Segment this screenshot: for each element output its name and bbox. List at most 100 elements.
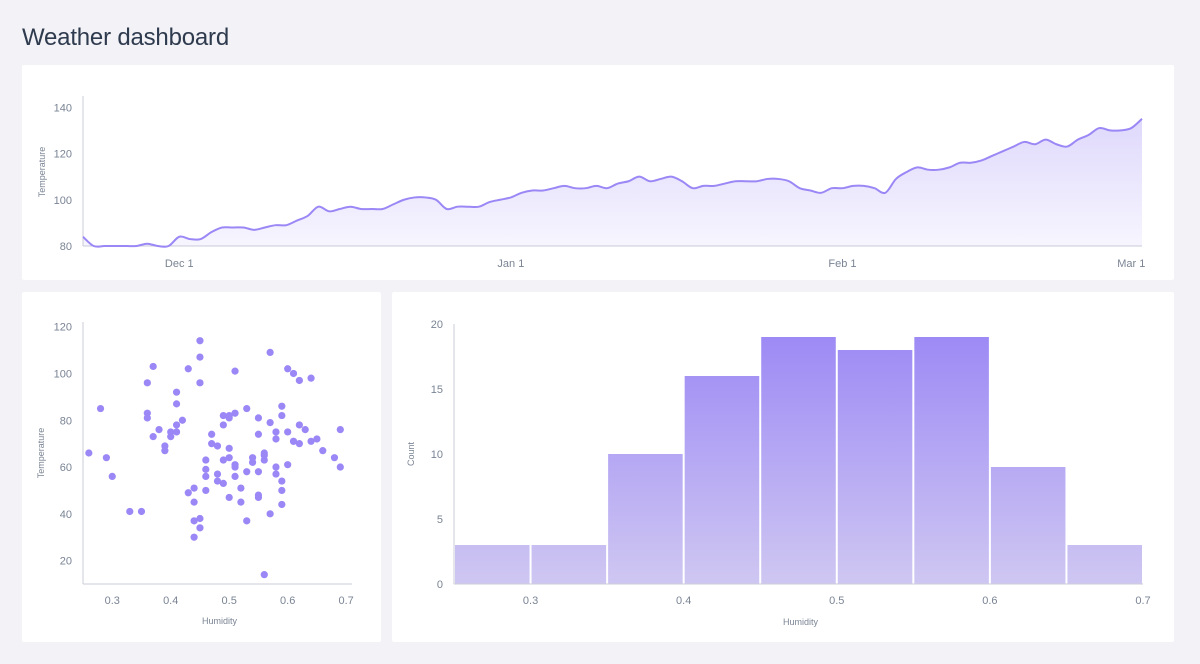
x-tick-label: Jan 1 [497, 258, 524, 270]
humidity-temperature-scatter-card: 20 40 60 80 100 120 0.3 0.4 0.5 0.6 0.7 Humidity Tem… [22, 292, 381, 642]
y-tick-label: 15 [431, 384, 443, 396]
y-tick-label: 5 [437, 514, 443, 526]
scatter-point [172, 388, 181, 396]
scatter-point [248, 454, 257, 462]
scatter-point [96, 404, 105, 413]
scatter-point [284, 461, 292, 469]
x-axis-label: Humidity [202, 616, 238, 626]
scatter-point [243, 517, 251, 525]
page-title: Weather dashboard [22, 24, 229, 51]
temperature-timeseries-card: 80 100 120 140 Dec 1 Jan 1 Feb 1 Mar 1 Temperatu… [22, 65, 1174, 280]
scatter-point [330, 454, 339, 462]
scatter-point [295, 376, 303, 385]
humidity-histogram-card: 0 5 10 15 20 0.3 0.4 0.5 0.6 0.7 Humidity Count [392, 292, 1174, 642]
scatter-point [85, 449, 93, 457]
y-tick-label: 140 [54, 102, 72, 114]
scatter-point [190, 517, 198, 525]
histogram-bar [531, 545, 607, 584]
y-tick-label: 100 [54, 368, 72, 380]
humidity-temperature-scatter-chart: 20 40 60 80 100 120 0.3 0.4 0.5 0.6 0.7 Humidity Tem… [36, 322, 354, 626]
x-tick-label: Dec 1 [165, 258, 194, 270]
scatter-point [190, 484, 198, 492]
x-tick-label: 0.7 [1135, 595, 1150, 607]
scatter-point [336, 463, 344, 471]
scatter-point [155, 426, 163, 434]
scatter-point [143, 414, 151, 422]
scatter-point [260, 571, 268, 579]
scatter-point [202, 472, 210, 480]
scatter-point [313, 435, 321, 443]
scatter-point [278, 402, 286, 410]
y-tick-label: 80 [60, 241, 72, 253]
scatter-point [208, 440, 216, 448]
scatter-point [231, 409, 239, 417]
temperature-series-line [82, 118, 1143, 248]
scatter-point [213, 470, 222, 478]
y-tick-label: 20 [60, 556, 72, 568]
scatter-point [196, 379, 204, 387]
scatter-point [213, 442, 222, 450]
y-tick-label: 120 [54, 322, 72, 334]
scatter-point [243, 404, 251, 413]
scatter-point [196, 524, 204, 532]
scatter-point [196, 514, 204, 523]
scatter-point [266, 348, 274, 357]
scatter-point [272, 463, 280, 471]
y-tick-label: 0 [437, 579, 443, 591]
scatter-point [196, 353, 204, 361]
scatter-point [231, 367, 239, 375]
scatter-point [126, 507, 134, 516]
y-axis-label: Temperature [36, 428, 46, 479]
scatter-point [219, 411, 227, 420]
scatter-point [284, 428, 292, 436]
x-tick-label: 0.4 [676, 595, 691, 607]
scatter-point [289, 369, 298, 378]
x-tick-label: 0.3 [105, 595, 120, 607]
scatter-point [266, 510, 274, 518]
histogram-bar [608, 454, 683, 584]
scatter-point [289, 437, 298, 445]
scatter-point [102, 454, 110, 462]
scatter-point [254, 468, 263, 476]
histogram-bar [990, 467, 1066, 584]
y-axis-label: Temperature [37, 147, 47, 198]
x-tick-label: Mar 1 [1117, 258, 1145, 270]
x-tick-label: 0.4 [163, 595, 178, 607]
scatter-point [137, 507, 146, 516]
scatter-point [266, 418, 274, 427]
scatter-point [336, 426, 344, 434]
scatter-point [184, 489, 192, 497]
scatter-point [278, 477, 286, 485]
x-tick-label: 0.7 [339, 595, 354, 607]
scatter-point [190, 498, 198, 506]
scatter-point [272, 428, 280, 436]
y-tick-label: 40 [60, 509, 72, 521]
scatter-point [278, 486, 286, 495]
scatter-point [225, 411, 233, 420]
scatter-point [295, 440, 303, 448]
scatter-point [208, 430, 216, 438]
scatter-point [225, 454, 233, 462]
scatter-point [202, 486, 210, 495]
scatter-point [295, 421, 303, 429]
scatter-point [254, 414, 263, 422]
scatter-point [202, 465, 210, 473]
scatter-point [307, 437, 315, 445]
histogram-bar [455, 545, 530, 584]
scatter-point [172, 421, 181, 429]
y-tick-label: 120 [54, 149, 72, 161]
scatter-point [196, 337, 204, 345]
scatter-point [272, 470, 280, 478]
scatter-point [272, 435, 280, 443]
scatter-point [237, 484, 245, 492]
x-tick-label: 0.6 [280, 595, 295, 607]
scatter-point [172, 400, 181, 408]
y-tick-label: 100 [54, 195, 72, 207]
scatter-point [108, 472, 116, 480]
y-tick-label: 20 [431, 319, 443, 331]
x-tick-label: 0.5 [222, 595, 237, 607]
scatter-point [167, 433, 175, 441]
y-tick-label: 80 [60, 415, 72, 427]
scatter-point [301, 426, 309, 434]
x-tick-label: 0.5 [829, 595, 844, 607]
